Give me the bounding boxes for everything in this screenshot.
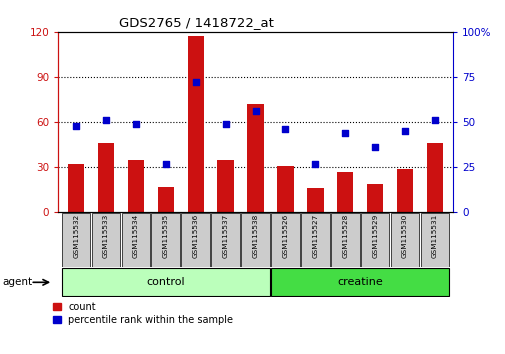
- FancyBboxPatch shape: [211, 213, 239, 267]
- Point: [281, 126, 289, 132]
- Text: GSM115527: GSM115527: [312, 214, 318, 258]
- FancyBboxPatch shape: [241, 213, 269, 267]
- Text: GSM115526: GSM115526: [282, 214, 288, 258]
- Point: [221, 121, 229, 127]
- Point: [102, 118, 110, 123]
- Bar: [157, 187, 174, 212]
- Text: GSM115528: GSM115528: [341, 214, 347, 258]
- Bar: [336, 172, 353, 212]
- Bar: [277, 166, 293, 212]
- Text: GSM115533: GSM115533: [103, 214, 109, 258]
- Point: [430, 118, 438, 123]
- FancyBboxPatch shape: [271, 213, 299, 267]
- Point: [72, 123, 80, 129]
- FancyBboxPatch shape: [360, 213, 389, 267]
- Text: GSM115536: GSM115536: [192, 214, 198, 258]
- Bar: [187, 36, 204, 212]
- FancyBboxPatch shape: [420, 213, 448, 267]
- FancyBboxPatch shape: [271, 268, 448, 296]
- Text: GSM115535: GSM115535: [163, 214, 169, 258]
- Bar: [97, 143, 114, 212]
- Bar: [68, 164, 84, 212]
- Bar: [127, 160, 144, 212]
- Bar: [217, 160, 233, 212]
- Text: creatine: creatine: [337, 277, 382, 287]
- FancyBboxPatch shape: [151, 213, 180, 267]
- Point: [191, 80, 199, 85]
- Text: agent: agent: [3, 277, 33, 287]
- Text: GSM115538: GSM115538: [252, 214, 258, 258]
- Bar: [426, 143, 442, 212]
- Bar: [307, 188, 323, 212]
- Text: GSM115537: GSM115537: [222, 214, 228, 258]
- FancyBboxPatch shape: [300, 213, 329, 267]
- Point: [132, 121, 140, 127]
- Text: GDS2765 / 1418722_at: GDS2765 / 1418722_at: [119, 16, 273, 29]
- FancyBboxPatch shape: [62, 268, 269, 296]
- Point: [400, 129, 408, 134]
- Point: [340, 130, 348, 136]
- Bar: [247, 104, 263, 212]
- Point: [162, 161, 170, 166]
- FancyBboxPatch shape: [181, 213, 210, 267]
- Point: [311, 161, 319, 166]
- Point: [251, 108, 259, 114]
- Text: GSM115531: GSM115531: [431, 214, 437, 258]
- Bar: [396, 169, 413, 212]
- Legend: count, percentile rank within the sample: count, percentile rank within the sample: [53, 302, 233, 325]
- FancyBboxPatch shape: [62, 213, 90, 267]
- Text: GSM115530: GSM115530: [401, 214, 407, 258]
- Bar: [366, 184, 383, 212]
- FancyBboxPatch shape: [330, 213, 359, 267]
- Point: [370, 144, 378, 150]
- Text: control: control: [146, 277, 185, 287]
- FancyBboxPatch shape: [121, 213, 150, 267]
- FancyBboxPatch shape: [91, 213, 120, 267]
- FancyBboxPatch shape: [390, 213, 419, 267]
- Text: GSM115529: GSM115529: [371, 214, 377, 258]
- Text: GSM115534: GSM115534: [133, 214, 139, 258]
- Text: GSM115532: GSM115532: [73, 214, 79, 258]
